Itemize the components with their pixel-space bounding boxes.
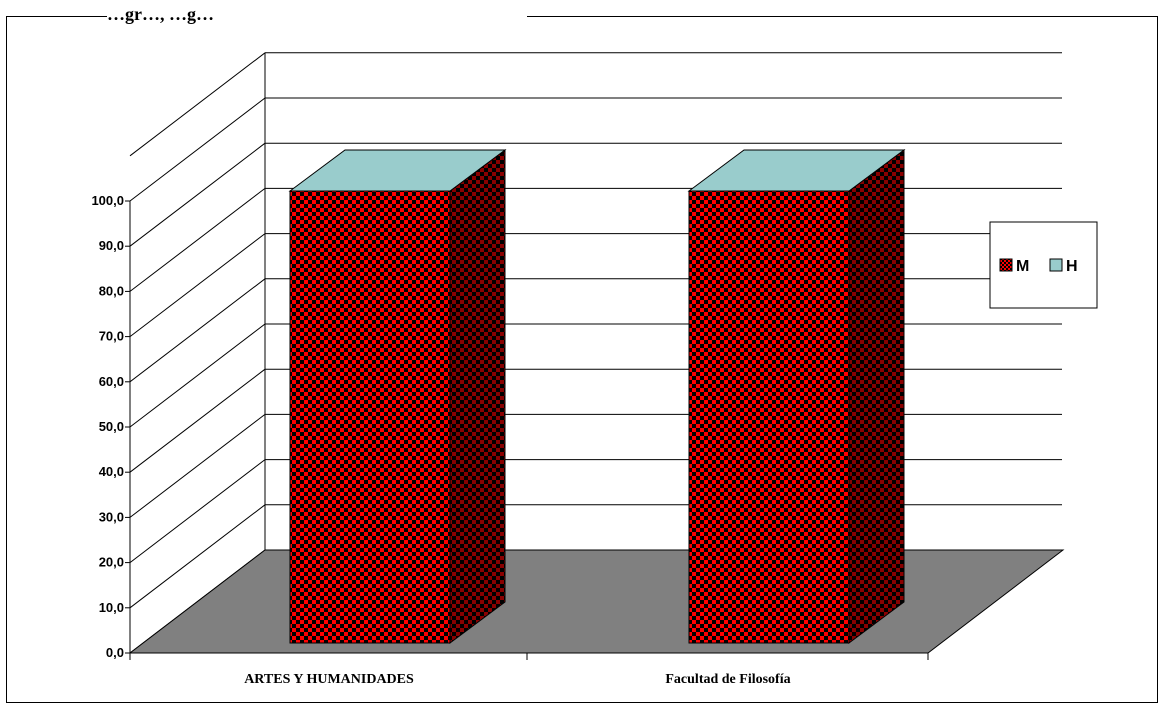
y-tick-label: 0,0	[106, 645, 124, 660]
side-gridline	[130, 98, 265, 201]
bar-m-front	[689, 191, 849, 643]
y-tick-label: 20,0	[99, 555, 124, 570]
legend-swatch-h	[1050, 259, 1062, 271]
side-gridline	[130, 53, 265, 156]
y-axis: 0,0 10,0 20,0 30,0 40,0 50,0 60,0 70,0 80,0 90,0 1…	[91, 193, 130, 660]
side-gridline	[130, 188, 265, 291]
category-label: Facultad de Filosofía	[665, 672, 790, 687]
y-tick-label: 10,0	[99, 600, 124, 615]
y-tick-label: 100,0	[91, 193, 124, 208]
floor-plane	[130, 550, 1063, 653]
bar-m-side	[849, 150, 904, 643]
y-tick-label: 80,0	[99, 283, 124, 298]
side-gridline	[130, 234, 265, 337]
y-tick-label: 50,0	[99, 419, 124, 434]
y-tick-label: 30,0	[99, 509, 124, 524]
x-axis: ARTES Y HUMANIDADES Facultad de Filosofía	[130, 653, 928, 687]
chart-floor	[130, 550, 1063, 653]
y-tick-label: 90,0	[99, 238, 124, 253]
side-gridline	[130, 369, 265, 472]
side-gridline	[130, 414, 265, 517]
y-tick-label: 40,0	[99, 464, 124, 479]
bar-m-front	[290, 191, 450, 643]
y-tick-label: 70,0	[99, 329, 124, 344]
side-gridline	[130, 460, 265, 563]
legend-swatch-m	[1000, 259, 1012, 271]
y-tick-label: 60,0	[99, 374, 124, 389]
bar-m-side	[450, 150, 505, 643]
category-label: ARTES Y HUMANIDADES	[244, 672, 414, 687]
side-gridline	[130, 279, 265, 382]
side-gridline	[130, 143, 265, 246]
side-gridline	[130, 324, 265, 427]
legend-label-h: H	[1066, 258, 1078, 275]
legend-label-m: M	[1016, 258, 1029, 275]
